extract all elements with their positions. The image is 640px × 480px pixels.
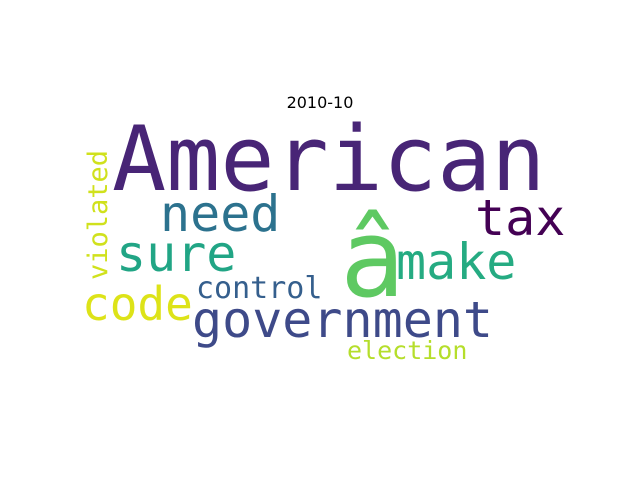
word-sure: sure <box>116 225 236 283</box>
word-tax: tax <box>475 189 565 247</box>
word-code: code <box>82 277 193 331</box>
figure-title: 2010-10 <box>286 93 354 112</box>
word-control: control <box>196 271 322 306</box>
word-make: make <box>396 233 516 291</box>
word-government: government <box>192 291 493 349</box>
word-a-circumflex: â <box>340 197 405 322</box>
word-election: election <box>347 336 467 365</box>
word-need: need <box>160 185 280 243</box>
word-violated: violated <box>83 150 114 280</box>
word-american: American <box>112 107 545 212</box>
